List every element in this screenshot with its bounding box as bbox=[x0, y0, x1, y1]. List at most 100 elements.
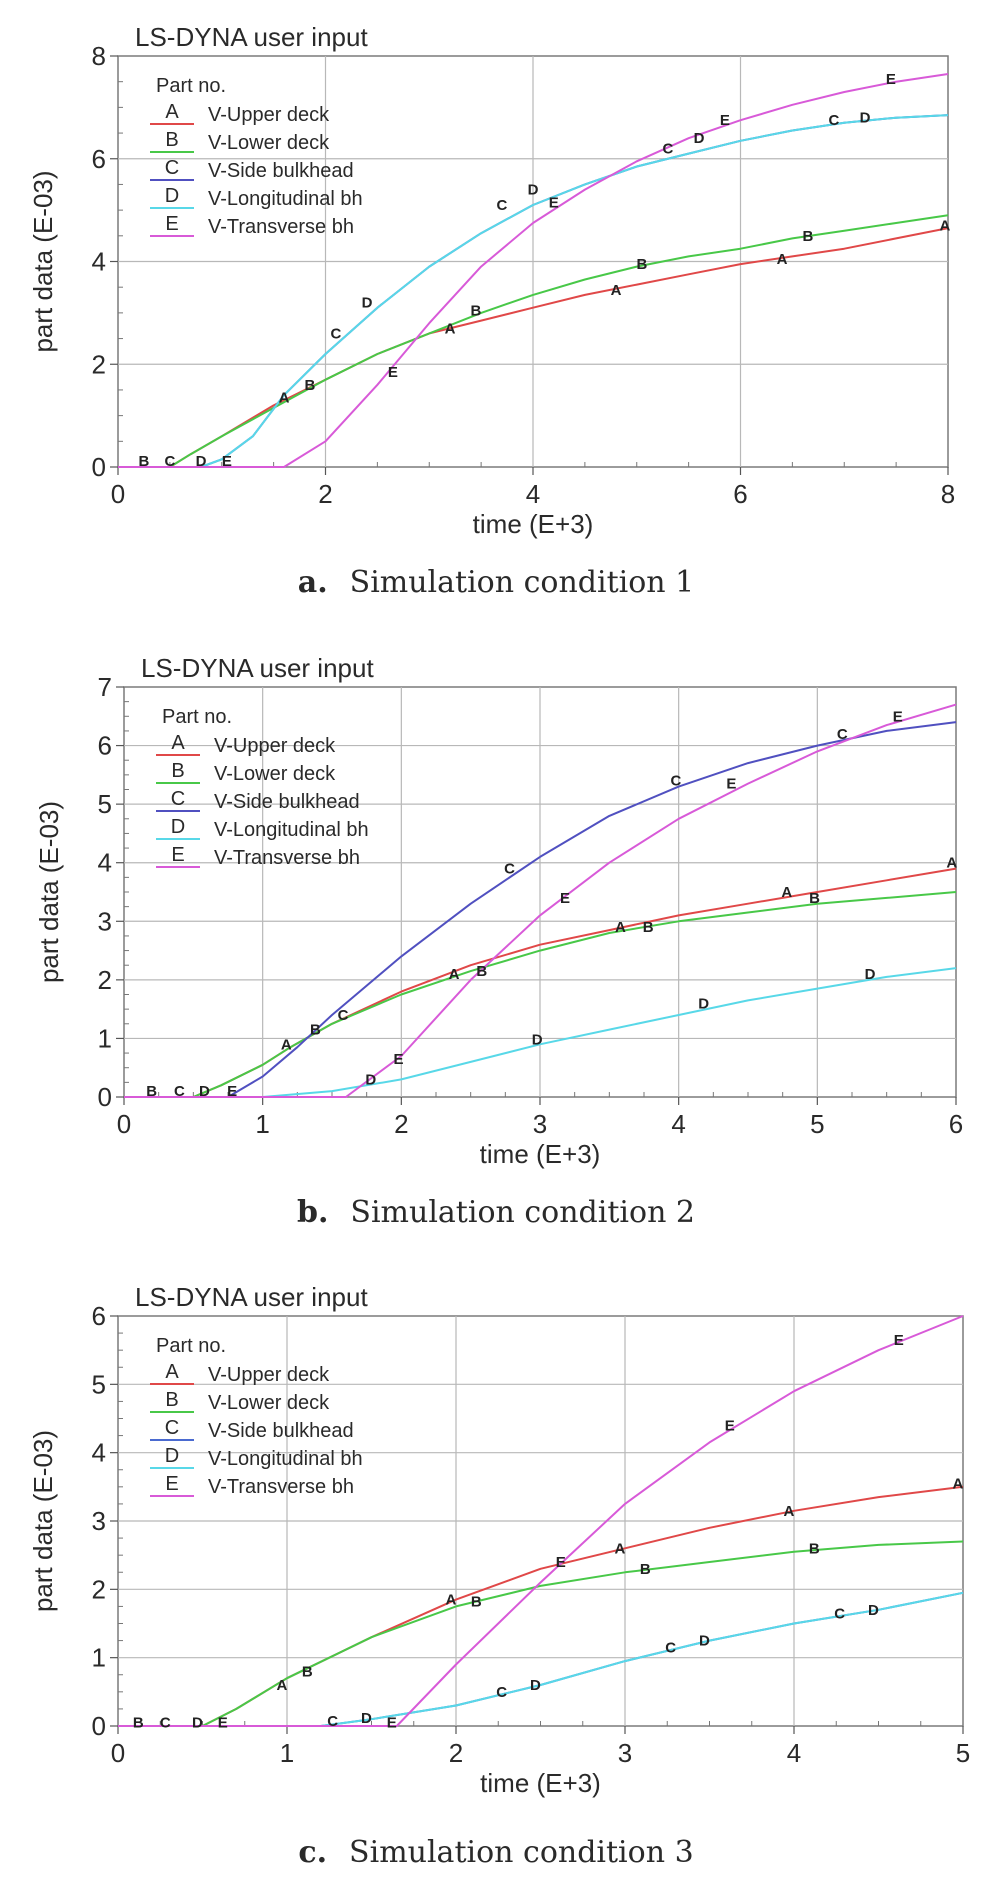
chart-a-y-tick-label: 0 bbox=[92, 452, 106, 482]
chart-a-curve-marker-A: A bbox=[939, 218, 950, 235]
chart-a-curve-marker-C: C bbox=[164, 453, 175, 470]
chart-b-y-tick-label: 4 bbox=[98, 848, 112, 878]
caption-a-text: Simulation condition 1 bbox=[349, 565, 695, 600]
chart-b-curve-marker-A: A bbox=[615, 919, 626, 936]
chart-a-x-tick-label: 2 bbox=[318, 479, 332, 509]
chart-a-y-tick-label: 2 bbox=[92, 349, 106, 379]
chart-a-title: LS-DYNA user input bbox=[135, 22, 368, 52]
chart-c-curve-marker-C: C bbox=[496, 1684, 507, 1701]
chart-a-y-tick-label: 6 bbox=[92, 144, 106, 174]
chart-a-curve-marker-B: B bbox=[305, 377, 316, 394]
caption-c: c. Simulation condition 3 bbox=[0, 1835, 992, 1870]
chart-a-legend-key-A: A bbox=[165, 101, 179, 123]
chart-c-curve-marker-A: A bbox=[277, 1677, 288, 1694]
chart-c-legend-label-B: V-Lower deck bbox=[208, 1392, 330, 1414]
chart-panel-b: 0 1 2 3 4 5 6 0 1 2 3 4 5 6 7 LS-DYNA user input time (E… bbox=[0, 630, 992, 1230]
chart-a-curve-marker-C: C bbox=[828, 112, 839, 129]
chart-c-curve-marker-D: D bbox=[530, 1677, 541, 1694]
chart-b-y-tick-label: 0 bbox=[98, 1082, 112, 1112]
chart-a-curve-marker-A: A bbox=[611, 282, 622, 299]
chart-b-y-tick-label: 2 bbox=[98, 965, 112, 995]
chart-a-x-axis-label: time (E+3) bbox=[473, 509, 594, 539]
chart-b-legend-label-C: V-Side bulkhead bbox=[214, 791, 360, 813]
chart-a-curve-marker-B: B bbox=[471, 302, 482, 319]
chart-c-curve-marker-E: E bbox=[725, 1417, 735, 1434]
chart-a-curve-marker-B: B bbox=[139, 453, 150, 470]
chart-a-legend-label-E: V-Transverse bh bbox=[208, 216, 354, 238]
chart-c-curve-marker-C: C bbox=[327, 1713, 338, 1730]
chart-b-legend-title: Part no. bbox=[162, 706, 232, 728]
chart-b-x-tick-label: 6 bbox=[949, 1109, 963, 1139]
chart-b-curve-marker-D: D bbox=[365, 1071, 376, 1088]
chart-c-curve-marker-E: E bbox=[894, 1332, 904, 1349]
chart-a-curve-marker-D: D bbox=[528, 182, 539, 199]
chart-a-curve-marker-D: D bbox=[196, 453, 207, 470]
chart-b-series-B-line bbox=[124, 891, 957, 1098]
chart-a-curve-marker-B: B bbox=[803, 228, 814, 245]
chart-b-curve-marker-E: E bbox=[394, 1051, 404, 1068]
chart-a-curve-marker-A: A bbox=[279, 390, 290, 407]
chart-c-y-axis-label: part data (E-03) bbox=[28, 1430, 58, 1612]
chart-a-legend-label-C: V-Side bulkhead bbox=[208, 160, 354, 182]
chart-c-curve-marker-D: D bbox=[699, 1633, 710, 1650]
chart-c-x-axis-label: time (E+3) bbox=[480, 1768, 601, 1798]
chart-c-legend-label-C: V-Side bulkhead bbox=[208, 1420, 354, 1442]
chart-b-curve-marker-C: C bbox=[174, 1083, 185, 1100]
chart-c-curve-marker-B: B bbox=[809, 1540, 820, 1557]
chart-b-curve-marker-E: E bbox=[726, 776, 736, 793]
chart-b-curve-marker-D: D bbox=[199, 1083, 210, 1100]
chart-a-curve-marker-E: E bbox=[886, 71, 896, 88]
chart-b: 0 1 2 3 4 5 6 0 1 2 3 4 5 6 7 LS-DYNA user input time (E… bbox=[34, 653, 963, 1169]
chart-c-y-tick-label: 1 bbox=[92, 1643, 106, 1673]
chart-b-x-tick-label: 0 bbox=[117, 1109, 131, 1139]
chart-b-series-C-line bbox=[124, 721, 957, 1098]
caption-b-letter: b. bbox=[296, 1195, 329, 1230]
chart-a-curve-marker-E: E bbox=[388, 364, 398, 381]
caption-c-text: Simulation condition 3 bbox=[349, 1835, 694, 1870]
chart-b-x-tick-label: 1 bbox=[255, 1109, 269, 1139]
chart-c-legend-key-A: A bbox=[165, 1361, 179, 1383]
chart-a-x-tick-label: 0 bbox=[111, 479, 125, 509]
chart-b-curve-marker-B: B bbox=[643, 919, 654, 936]
chart-a-legend-label-B: V-Lower deck bbox=[208, 132, 330, 154]
chart-b-curve-marker-A: A bbox=[781, 884, 792, 901]
chart-b-legend-label-D: V-Longitudinal bh bbox=[214, 819, 369, 841]
chart-b-y-tick-label: 1 bbox=[98, 1023, 112, 1053]
chart-a-legend-key-C: C bbox=[165, 157, 179, 179]
chart-c-series-B-line bbox=[118, 1540, 964, 1727]
chart-c-curve-marker-C: C bbox=[834, 1605, 845, 1622]
caption-c-letter: c. bbox=[298, 1835, 328, 1870]
chart-b-series-E-line bbox=[124, 703, 957, 1098]
chart-c-series-E-line bbox=[118, 1315, 964, 1727]
chart-b-x-axis-label: time (E+3) bbox=[480, 1139, 601, 1169]
chart-c-curve-marker-A: A bbox=[446, 1592, 457, 1609]
chart-b-y-tick-label: 6 bbox=[98, 731, 112, 761]
chart-a-y-tick-label: 4 bbox=[92, 247, 106, 277]
chart-b-curve-marker-A: A bbox=[449, 966, 460, 983]
chart-a-y-axis-label: part data (E-03) bbox=[28, 170, 58, 352]
chart-a-series-D-line bbox=[118, 114, 949, 468]
chart-c-y-tick-label: 0 bbox=[92, 1711, 106, 1741]
chart-b-curve-marker-B: B bbox=[476, 963, 487, 980]
chart-a-curve-marker-E: E bbox=[549, 194, 559, 211]
chart-c-legend-title: Part no. bbox=[156, 1335, 226, 1357]
chart-b-curve-marker-E: E bbox=[560, 890, 570, 907]
chart-c-x-tick-label: 5 bbox=[956, 1738, 970, 1768]
caption-a: a. Simulation condition 1 bbox=[0, 565, 992, 600]
chart-b-legend-key-E: E bbox=[171, 844, 184, 866]
chart-b-y-axis-label: part data (E-03) bbox=[34, 801, 64, 983]
chart-c-curve-marker-E: E bbox=[387, 1715, 397, 1732]
chart-a-curve-marker-E: E bbox=[222, 453, 232, 470]
chart-b-curve-marker-A: A bbox=[946, 855, 957, 872]
chart-b-x-tick-label: 2 bbox=[394, 1109, 408, 1139]
chart-b-curve-marker-B: B bbox=[146, 1083, 157, 1100]
chart-b-curve-marker-D: D bbox=[698, 995, 709, 1012]
chart-a-curve-marker-B: B bbox=[637, 256, 648, 273]
chart-c-x-tick-label: 0 bbox=[111, 1738, 125, 1768]
chart-c-curve-marker-E: E bbox=[556, 1554, 566, 1571]
chart-c-x-tick-label: 2 bbox=[449, 1738, 463, 1768]
chart-c-y-tick-label: 2 bbox=[92, 1574, 106, 1604]
chart-b-y-tick-label: 7 bbox=[98, 672, 112, 702]
chart-c-curve-marker-C: C bbox=[160, 1715, 171, 1732]
caption-b: b. Simulation condition 2 bbox=[0, 1195, 992, 1230]
